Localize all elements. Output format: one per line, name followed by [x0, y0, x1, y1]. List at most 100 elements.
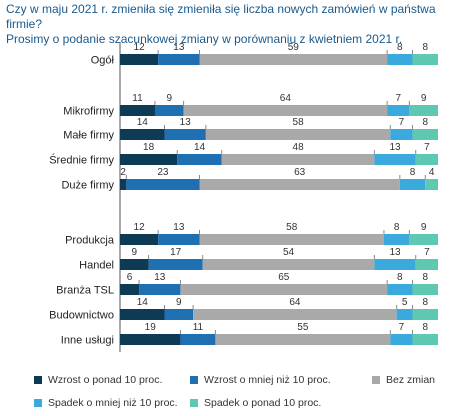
bar-ogol-series-5 [412, 54, 438, 65]
data-label-handel-series-5: 7 [424, 247, 430, 258]
data-label-ogol-series-5: 8 [422, 42, 428, 53]
data-label-mikrofirmy-series-4: 7 [395, 93, 401, 104]
category-label-branza-tsl: Branża TSL [56, 285, 114, 297]
category-label-handel: Handel [79, 260, 114, 272]
bar-produkcja-series-3 [199, 234, 384, 245]
data-label-srednie-firmy-series-5: 7 [424, 142, 430, 153]
data-label-duze-firmy-series-4: 8 [410, 167, 416, 178]
title-line-2: Prosimy o podanie szacunkowej zmiany w p… [6, 32, 403, 46]
chart-title: Czy w maju 2021 r. zmieniła się zmieniła… [6, 2, 470, 47]
bar-ogol-series-1 [120, 54, 159, 65]
bar-male-firmy-series-5 [412, 129, 438, 140]
bar-budownictwo-series-3 [193, 309, 397, 320]
bar-produkcja-series-5 [409, 234, 438, 245]
category-label-duze-firmy: Duże firmy [61, 180, 114, 192]
bar-budownictwo-series-4 [396, 309, 413, 320]
bar-duze-firmy-series-2 [126, 179, 200, 190]
data-label-duze-firmy-series-2: 23 [157, 167, 169, 178]
data-label-mikrofirmy-series-3: 64 [280, 93, 292, 104]
bar-handel-series-1 [120, 259, 149, 270]
data-label-male-firmy-series-5: 8 [422, 117, 428, 128]
data-label-inne-uslugi-series-3: 55 [297, 322, 309, 333]
data-label-handel-series-3: 54 [283, 247, 295, 258]
category-label-male-firmy: Małe firmy [63, 130, 114, 142]
bar-srednie-firmy-series-1 [120, 154, 178, 165]
data-label-produkcja-series-2: 13 [173, 222, 185, 233]
bar-produkcja-series-2 [158, 234, 200, 245]
bar-srednie-firmy-series-2 [177, 154, 222, 165]
data-label-branza-tsl-series-1: 6 [127, 272, 133, 283]
data-label-produkcja-series-1: 12 [134, 222, 146, 233]
data-label-produkcja-series-3: 58 [286, 222, 298, 233]
bar-duze-firmy-series-1 [120, 179, 127, 190]
data-label-produkcja-series-5: 9 [421, 222, 427, 233]
category-label-mikrofirmy: Mikrofirmy [63, 106, 114, 118]
bar-budownictwo-series-2 [164, 309, 194, 320]
bar-male-firmy-series-4 [390, 129, 413, 140]
bar-mikrofirmy-series-5 [409, 105, 438, 116]
data-label-mikrofirmy-series-2: 9 [167, 93, 173, 104]
title-line-1: Czy w maju 2021 r. zmieniła się zmieniła… [6, 2, 436, 31]
data-label-male-firmy-series-2: 13 [180, 117, 192, 128]
bar-mikrofirmy-series-1 [120, 105, 155, 116]
bar-branza-tsl-series-2 [139, 284, 181, 295]
bar-male-firmy-series-1 [120, 129, 165, 140]
bar-handel-series-5 [415, 259, 438, 270]
bar-inne-uslugi-series-2 [180, 334, 216, 345]
bar-handel-series-2 [148, 259, 203, 270]
data-label-budownictwo-series-3: 64 [289, 297, 301, 308]
data-label-branza-tsl-series-2: 13 [154, 272, 166, 283]
bar-budownictwo-series-5 [412, 309, 438, 320]
bar-srednie-firmy-series-5 [415, 154, 438, 165]
data-label-male-firmy-series-4: 7 [399, 117, 405, 128]
bar-branza-tsl-series-4 [387, 284, 413, 295]
data-label-budownictwo-series-5: 8 [422, 297, 428, 308]
bar-handel-series-4 [374, 259, 416, 270]
bar-duze-firmy-series-3 [199, 179, 400, 190]
data-label-srednie-firmy-series-4: 13 [390, 142, 402, 153]
bar-mikrofirmy-series-4 [387, 105, 410, 116]
data-label-budownictwo-series-4: 5 [402, 297, 408, 308]
bar-mikrofirmy-series-3 [183, 105, 388, 116]
data-label-handel-series-4: 13 [390, 247, 402, 258]
data-label-handel-series-1: 9 [132, 247, 138, 258]
bar-produkcja-series-4 [383, 234, 410, 245]
bar-ogol-series-3 [199, 54, 388, 65]
bar-inne-uslugi-series-5 [412, 334, 438, 345]
bar-inne-uslugi-series-3 [215, 334, 391, 345]
bar-srednie-firmy-series-4 [374, 154, 416, 165]
data-label-srednie-firmy-series-3: 48 [293, 142, 305, 153]
bar-branza-tsl-series-5 [412, 284, 438, 295]
data-label-ogol-series-2: 13 [173, 42, 185, 53]
data-label-ogol-series-4: 8 [397, 42, 403, 53]
data-label-budownictwo-series-2: 9 [176, 297, 182, 308]
data-label-produkcja-series-4: 8 [394, 222, 400, 233]
data-label-inne-uslugi-series-1: 19 [145, 322, 157, 333]
data-label-inne-uslugi-series-2: 11 [193, 322, 204, 333]
bar-male-firmy-series-2 [164, 129, 206, 140]
data-label-male-firmy-series-3: 58 [293, 117, 305, 128]
data-label-budownictwo-series-1: 14 [137, 297, 149, 308]
data-label-mikrofirmy-series-1: 11 [132, 93, 143, 104]
bar-mikrofirmy-series-2 [154, 105, 184, 116]
bar-srednie-firmy-series-3 [221, 154, 375, 165]
bar-duze-firmy-series-5 [425, 179, 438, 190]
data-label-branza-tsl-series-4: 8 [397, 272, 403, 283]
bar-inne-uslugi-series-1 [120, 334, 181, 345]
data-label-branza-tsl-series-3: 65 [278, 272, 290, 283]
data-label-srednie-firmy-series-2: 14 [194, 142, 206, 153]
data-label-inne-uslugi-series-4: 7 [399, 322, 405, 333]
data-label-branza-tsl-series-5: 8 [422, 272, 428, 283]
data-label-ogol-series-3: 59 [288, 42, 300, 53]
data-label-duze-firmy-series-1: 2 [120, 167, 126, 178]
bar-ogol-series-4 [387, 54, 413, 65]
bar-male-firmy-series-3 [205, 129, 391, 140]
bar-ogol-series-2 [158, 54, 200, 65]
category-label-srednie-firmy: Średnie firmy [49, 154, 114, 167]
bar-inne-uslugi-series-4 [390, 334, 413, 345]
category-label-inne-uslugi: Inne usługi [61, 335, 114, 347]
bar-duze-firmy-series-4 [399, 179, 426, 190]
data-label-ogol-series-1: 12 [134, 42, 146, 53]
category-label-budownictwo: Budownictwo [49, 310, 114, 322]
